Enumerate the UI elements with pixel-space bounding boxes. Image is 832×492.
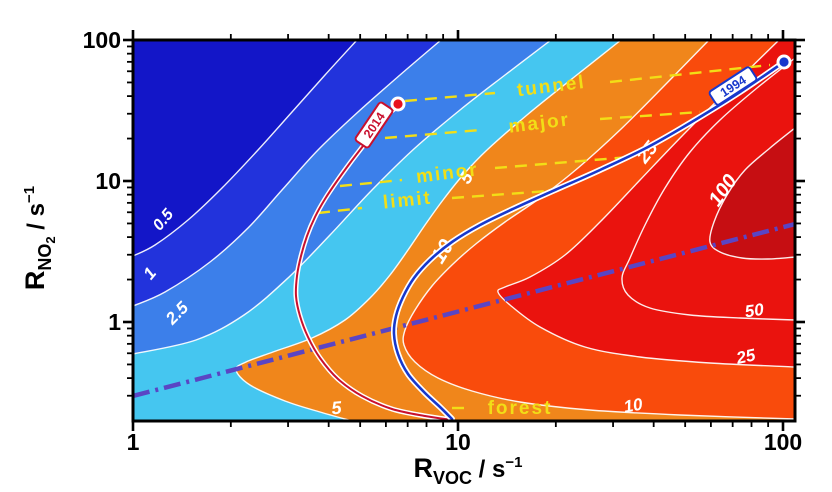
contour-label-50-9: 50 [744,300,766,322]
scenario-line-tunnel [609,63,771,84]
contour-label-25-8: 25 [734,345,758,368]
plot-frame [131,38,797,423]
ridge-dashdot-line [133,221,795,399]
scenario-line-minor [339,178,403,188]
x-tick-label: 100 [764,429,802,455]
trajectory-2014 [294,105,453,421]
y-tick-label: 100 [83,27,121,53]
y-tick-label: 1 [108,309,121,335]
band-ge-25 [497,40,795,367]
scenario-line-limit [451,189,549,200]
contour-line-1 [133,40,442,307]
scenario-line-limit [317,206,363,215]
x-tick-label: 1 [127,429,140,455]
band-ge-100 [709,128,795,260]
scenario-label-forest: forest [488,398,553,419]
contour-line-25 [497,40,795,368]
endpoint-dot-1994 [779,57,789,67]
x-tick-label: 10 [445,429,471,455]
trajectory-1994 [392,60,786,421]
contour-line-100 [709,127,795,260]
contour-line-10 [402,40,795,420]
contour-line-0.5 [133,40,358,257]
plot-area: 0.512.5551010252550100tunnelmajorminorli… [133,40,795,421]
scenario-label-limit: limit [382,188,433,214]
scenario-line-minor [494,155,631,170]
scenario-line-major [384,128,481,140]
endpoint-dot-2014 [393,99,403,109]
contour-label-10-6: 10 [622,394,644,416]
scenario-line-tunnel [404,91,496,103]
contour-line-50 [621,57,795,321]
contour-label-5-4: 5 [331,398,344,419]
contour-line-2.5 [133,40,552,355]
y-tick-label: 10 [95,168,121,194]
y-axis-title: RNO2 / s−1 [20,186,58,290]
scenario-line-major [599,110,701,121]
scenario-lines [317,63,771,410]
contour-line-5 [235,40,622,421]
x-axis-title: RVOC / s−1 [414,453,523,488]
